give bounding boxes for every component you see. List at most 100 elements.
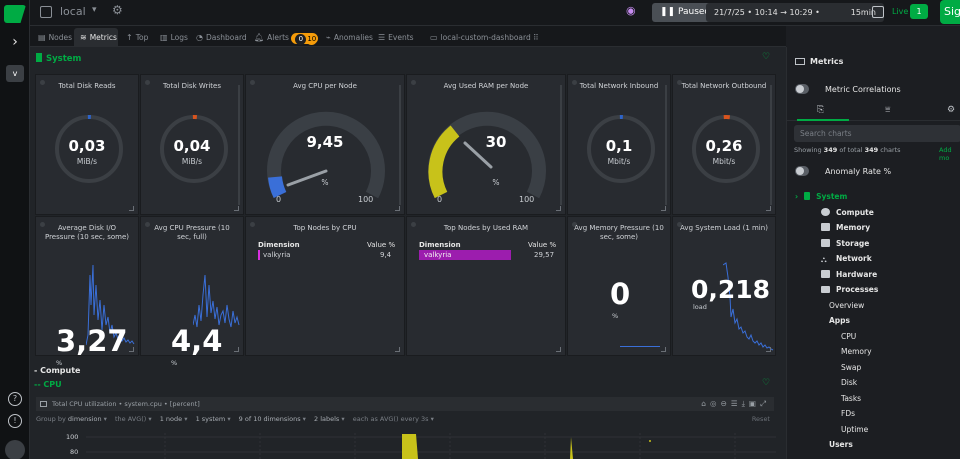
compute-section-title[interactable]: - Compute	[34, 366, 81, 375]
y-axis-tick: 100	[66, 433, 79, 441]
systems-dropdown[interactable]: 1 system	[195, 415, 226, 423]
card-title: Avg CPU Pressure (10 sec, full)	[154, 224, 230, 241]
sign-in-button[interactable]: Sig	[940, 0, 960, 24]
tree-users[interactable]: Users	[829, 440, 853, 449]
gauge-max: 100	[358, 195, 374, 204]
tree-apps-swap[interactable]: Swap	[841, 363, 862, 372]
aggregation-dropdown[interactable]: the AVG()	[114, 415, 147, 423]
tab-nodes[interactable]: ▤ Nodes	[38, 33, 73, 42]
gear-icon[interactable]: ⚙	[112, 3, 123, 17]
scroll-track[interactable]	[560, 85, 562, 205]
tree-apps-uptime[interactable]: Uptime	[841, 425, 869, 434]
resize-handle[interactable]	[234, 206, 239, 211]
time-aggregation-dropdown[interactable]: each as AVG() every 3s	[352, 415, 429, 423]
dimensions-dropdown[interactable]: 9 of 10 dimensions	[238, 415, 301, 423]
live-count-badge[interactable]: 1	[910, 4, 928, 19]
chart-filters: Group by dimension ▾ the AVG() ▾ 1 node …	[36, 415, 770, 423]
chart-toolbar-icons[interactable]: ⌂◎⊖☰⤓▣⤢	[701, 399, 770, 408]
tree-memory[interactable]: Memory	[821, 223, 870, 232]
time-range-picker[interactable]: 21/7/25 • 10:14 → 10:29 • 15min	[706, 3, 884, 22]
chevron-down-icon[interactable]: ▾	[92, 5, 97, 15]
tree-network[interactable]: ⛬ Network	[821, 254, 872, 264]
resize-handle[interactable]	[234, 347, 239, 352]
scroll-track[interactable]	[238, 85, 240, 205]
add-more-link[interactable]: Add mo	[939, 146, 952, 162]
labels-dropdown[interactable]: 2 labels	[314, 415, 340, 423]
duration-label: 15min	[850, 8, 876, 17]
resize-handle[interactable]	[766, 206, 771, 211]
netdata-logo-icon[interactable]	[4, 5, 26, 23]
resize-handle[interactable]	[661, 206, 666, 211]
card-unit: Mbit/s	[712, 157, 736, 166]
settings-tab-icon[interactable]: ⚙	[947, 105, 956, 115]
tree-storage[interactable]: Storage	[821, 239, 869, 248]
cpu-section-title[interactable]: -- CPU	[34, 380, 62, 389]
resize-handle[interactable]	[129, 206, 134, 211]
tab-alerts[interactable]: 🔔︎ Alerts 0 10	[248, 28, 319, 47]
chart-type-icon	[40, 401, 47, 407]
tree-system[interactable]: › System	[795, 192, 848, 201]
hardware-icon	[821, 270, 830, 278]
drag-handle-icon[interactable]: ⠿	[533, 33, 539, 42]
notifications-icon[interactable]: !	[8, 414, 22, 428]
warning-alert-count: 10	[306, 33, 318, 45]
anomaly-rate-toggle[interactable]	[795, 166, 809, 176]
charts-tab-icon[interactable]: ⎘	[796, 105, 850, 121]
resize-handle[interactable]	[661, 347, 666, 352]
tab-anomalies[interactable]: ⌁ Anomalies	[326, 33, 373, 42]
tree-apps-fds[interactable]: FDs	[841, 409, 855, 418]
metric-correlations-toggle[interactable]	[795, 84, 809, 94]
tree-processes[interactable]: Processes	[821, 285, 878, 294]
top-bar: local ▾ ⚙ ◉ ❚❚ Paused 21/7/25 • 10:14 → …	[30, 0, 960, 26]
nodes-dropdown[interactable]: 1 node	[159, 415, 183, 423]
top-icon: ↑	[126, 33, 133, 42]
tree-apps[interactable]: Apps	[829, 316, 851, 325]
group-by-dropdown[interactable]: dimension	[67, 415, 102, 423]
tree-overview[interactable]: Overview	[829, 301, 865, 310]
help-icon[interactable]: ?	[8, 392, 22, 406]
gauge-min: 0	[437, 195, 443, 204]
tree-hardware[interactable]: Hardware	[821, 270, 877, 279]
resize-handle[interactable]	[556, 206, 561, 211]
gauge-min: 0	[276, 195, 282, 204]
insights-icon[interactable]: ◉	[626, 4, 636, 17]
tab-top[interactable]: ↑ Top	[126, 33, 149, 42]
tab-metrics[interactable]: ≋ Metrics	[74, 28, 118, 47]
expand-chevron-icon[interactable]: ›	[12, 34, 18, 50]
resize-handle[interactable]	[395, 206, 400, 211]
news-icon[interactable]	[872, 6, 884, 18]
card-avg-cpu-per-node: Avg CPU per Node 9,45 % 0 100	[245, 74, 405, 215]
tab-events[interactable]: ☰ Events	[378, 33, 414, 42]
paused-label: Paused	[677, 7, 711, 17]
heart-icon[interactable]: ♡	[762, 52, 771, 62]
resize-handle[interactable]	[129, 347, 134, 352]
search-charts-input[interactable]: Search charts	[794, 125, 960, 142]
reset-button[interactable]: Reset	[751, 415, 770, 423]
card-title: Avg System Load (1 min)	[680, 224, 768, 232]
space-badge[interactable]: v	[6, 65, 24, 82]
tree-apps-memory[interactable]: Memory	[841, 347, 872, 356]
main-dashboard: System ♡ Total Disk Reads 0,03 MiB/s Tot…	[30, 47, 786, 459]
tree-apps-tasks[interactable]: Tasks	[841, 394, 862, 403]
tree-apps-disk[interactable]: Disk	[841, 378, 858, 387]
card-avg-memory-pressure: Avg Memory Pressure (10 sec, some) 0 %	[567, 216, 671, 356]
tree-apps-cpu[interactable]: CPU	[841, 332, 857, 341]
tab-dashboard[interactable]: ◔ Dashboard	[196, 33, 247, 42]
charts-count: Showing 349 of total 349 charts	[794, 146, 901, 154]
filter-tab-icon[interactable]: ⩸	[885, 105, 891, 115]
metrics-panel-icon	[795, 58, 805, 65]
scroll-track[interactable]	[770, 85, 772, 205]
tab-logs[interactable]: ▥ Logs	[160, 33, 188, 42]
scroll-track[interactable]	[665, 85, 667, 205]
heart-icon[interactable]: ♡	[762, 378, 771, 388]
tab-custom-dashboard[interactable]: ▭ local-custom-dashboard ⠿	[430, 33, 539, 42]
card-value: 0,04	[173, 137, 211, 155]
scroll-track[interactable]	[399, 85, 401, 205]
resize-handle[interactable]	[766, 347, 771, 352]
resize-handle[interactable]	[556, 347, 561, 352]
avatar[interactable]	[5, 440, 25, 459]
room-name[interactable]: local	[60, 5, 86, 18]
resize-handle[interactable]	[395, 347, 400, 352]
chart-title: Total CPU utilization • system.cpu • [pe…	[52, 400, 200, 408]
tree-compute[interactable]: Compute	[821, 208, 874, 217]
